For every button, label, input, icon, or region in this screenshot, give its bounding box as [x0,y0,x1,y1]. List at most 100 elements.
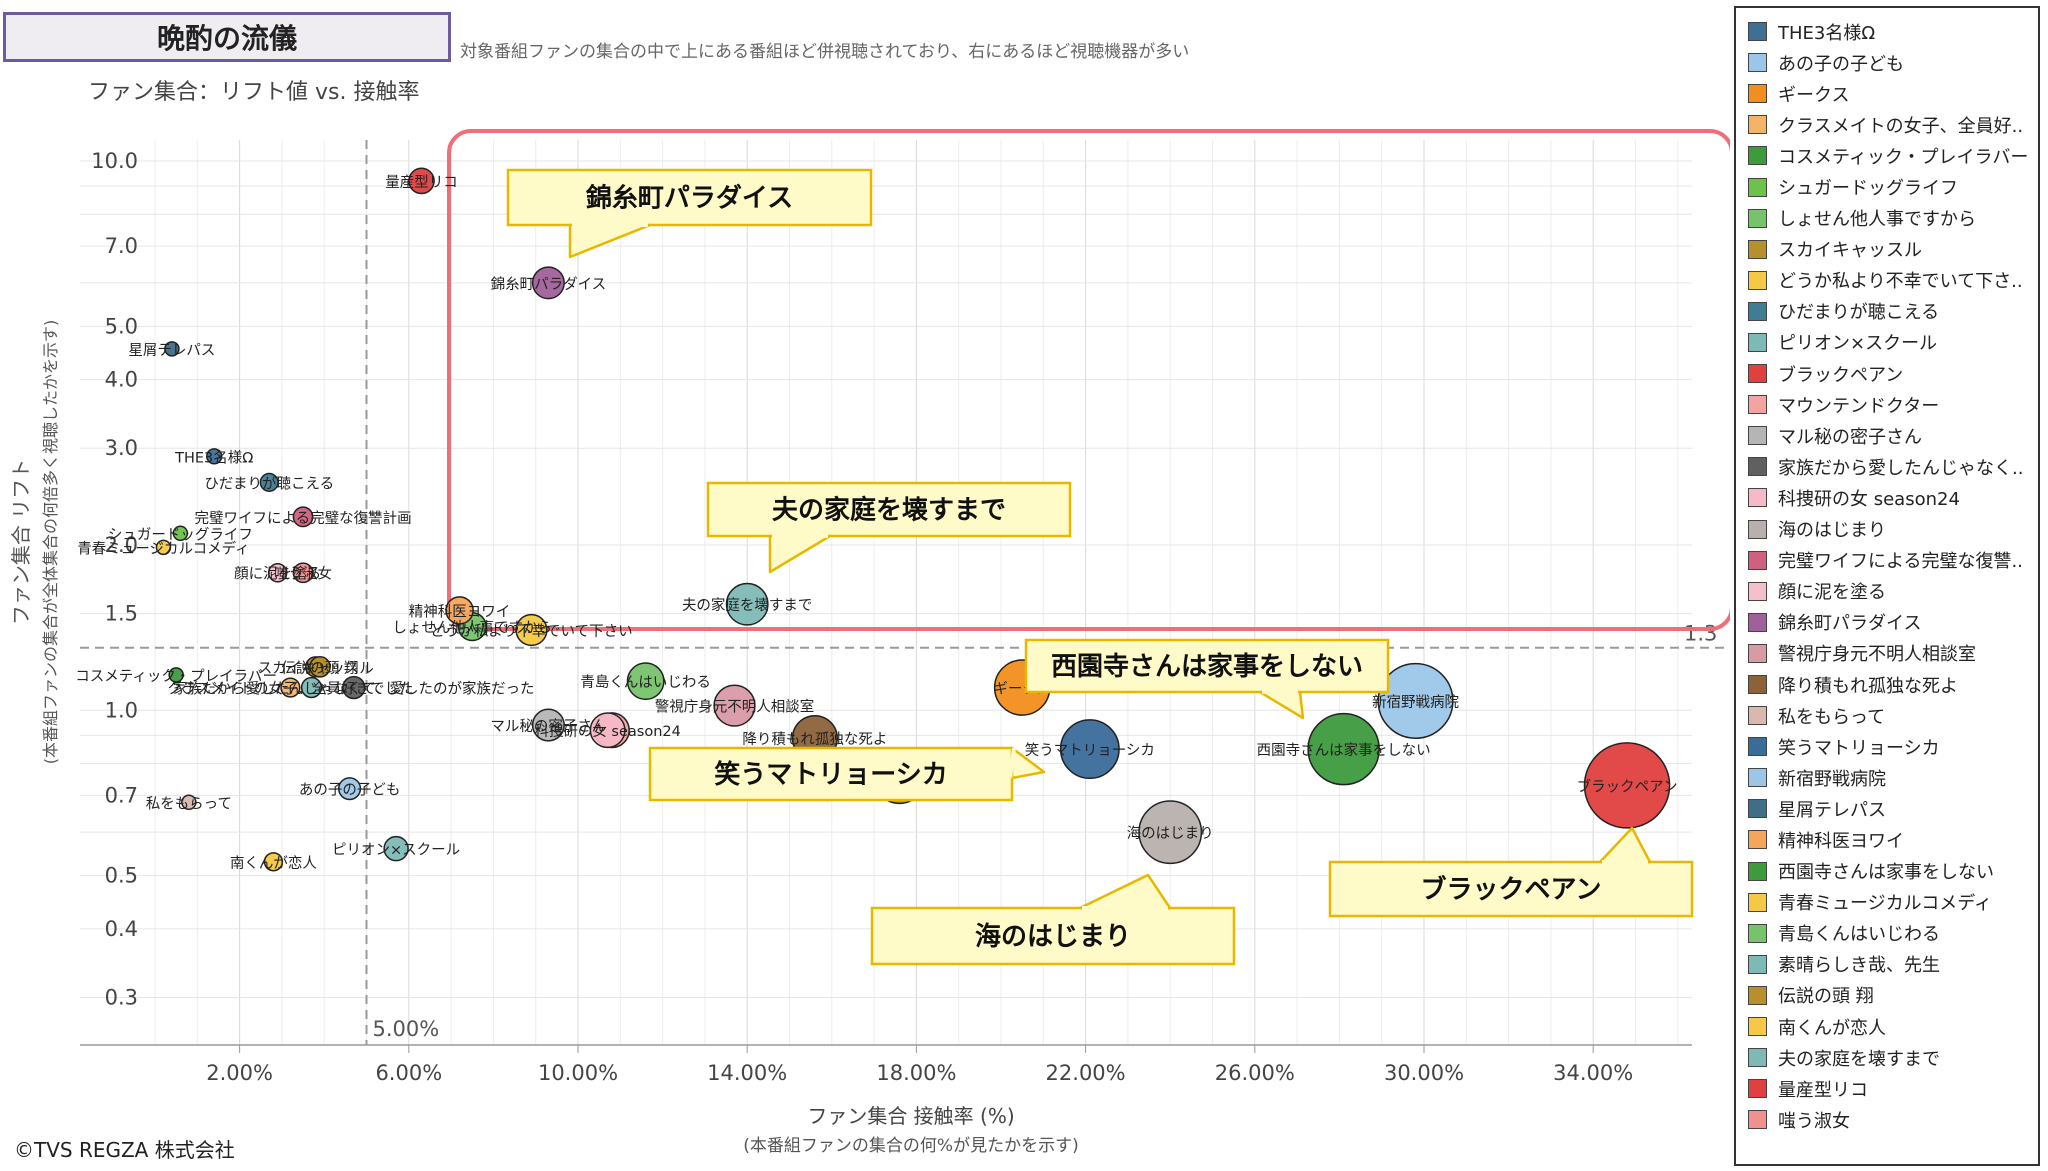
point-label: 新宿野戦病院 [1372,694,1459,711]
point-label: しょせん他人事ですから [393,620,553,637]
copyright-notice: ©TVS REGZA 株式会社 [14,1138,235,1162]
data-point[interactable] [626,662,665,701]
legend-item[interactable]: 星屑テレパス [1736,793,2038,824]
legend-item[interactable]: 私をもらって [1736,700,2038,731]
data-point[interactable] [172,525,189,542]
legend-item[interactable]: 笑うマトリョーシカ [1736,731,2038,762]
callouts-layer: 錦糸町パラダイス夫の家庭を壊すまで西園寺さんは家事をしない笑うマトリョーシカ海の… [506,168,1694,966]
legend-item[interactable]: 顔に泥を塗る [1736,576,2038,607]
data-point[interactable] [338,777,362,801]
callout-tail [1078,873,1172,910]
legend-item[interactable]: あの子の子ども [1736,47,2038,78]
legend-item[interactable]: 青春ミュージカルコメディ [1736,887,2038,918]
legend-item[interactable]: ピリオン×スクール [1736,327,2038,358]
data-point[interactable] [531,708,565,742]
data-point[interactable] [164,341,180,357]
data-point[interactable] [383,835,409,862]
legend-item[interactable]: ギークス [1736,78,2038,109]
legend-item[interactable]: マウンテンドクター [1736,389,2038,420]
legend-label: コスメティック・プレイラバー [1778,146,2029,168]
legend-swatch [1748,954,1767,974]
callout-black: ブラックペアン [1328,826,1694,918]
legend-item[interactable]: ひだまりが聴こえる [1736,296,2038,327]
legend-label: 量産型リコ [1778,1079,1868,1101]
legend-item[interactable]: 西園寺さんは家事をしない [1736,856,2038,887]
data-point[interactable] [259,472,279,492]
legend-item[interactable]: 完璧ワイフによる完璧な復讐.. [1736,545,2038,576]
legend-item[interactable]: 家族だから愛したんじゃなく.. [1736,451,2038,482]
y-tick-label: 3.0 [105,436,138,460]
callout-text: 夫の家庭を壊すまで [772,495,1006,526]
y-axis-subtitle: (本番組ファンの集合が全体集合の何倍多く視聴したかを示す) [41,320,60,765]
data-point[interactable] [1307,712,1380,786]
legend-item[interactable]: 降り積もれ孤独な死よ [1736,669,2038,700]
point-label: ピリオン×スクール [332,842,460,859]
point-label: 夫の家庭を壊すまで [682,597,813,614]
legend-label: マル秘の密子さん [1778,426,1922,448]
data-point[interactable] [445,596,474,625]
legend-item[interactable]: ブラックペアン [1736,358,2038,389]
callout-text: ブラックペアン [1421,874,1602,905]
data-point[interactable] [300,676,323,699]
data-point[interactable] [309,655,331,678]
legend-item[interactable]: 警視庁身元不明人相談室 [1736,638,2038,669]
data-point[interactable] [342,675,366,700]
legend-item[interactable]: マル秘の密子さん [1736,420,2038,451]
data-point[interactable] [713,684,756,727]
legend-swatch [1748,301,1767,321]
data-point[interactable] [292,506,314,528]
legend-label: スカイキャッスル [1778,240,1922,262]
data-point[interactable] [155,539,172,556]
legend-item[interactable]: 伝説の頭 翔 [1736,980,2038,1011]
legend-swatch [1748,115,1767,135]
point-label: クラスメイトの女子、全員好きでした [167,680,413,698]
data-point[interactable] [292,562,314,584]
data-point[interactable] [168,667,184,683]
data-point[interactable] [1059,719,1120,780]
data-point[interactable] [1377,662,1454,739]
legend-item[interactable]: スカイキャッスル [1736,234,2038,265]
legend-swatch [1748,364,1767,384]
data-point[interactable] [408,167,435,195]
x-tick-label: 22.00% [1046,1061,1126,1085]
legend-item[interactable]: コスメティック・プレイラバー [1736,140,2038,171]
legend-item[interactable]: 嗤う淑女 [1736,1104,2038,1135]
legend-item[interactable]: 錦糸町パラダイス [1736,607,2038,638]
data-point[interactable] [267,562,288,583]
legend-item[interactable]: 青島くんはいじわる [1736,918,2038,949]
data-point[interactable] [531,266,565,300]
data-point[interactable] [206,448,223,465]
legend-item[interactable]: 精神科医ヨワイ [1736,824,2038,855]
legend-item[interactable]: 量産型リコ [1736,1073,2038,1104]
legend-label: 顔に泥を塗る [1778,582,1886,604]
y-axis-title: ファン集合 リフト [9,459,33,625]
legend-item[interactable]: 海のはじまり [1736,514,2038,545]
legend-item[interactable]: 科捜研の女 season24 [1736,482,2038,513]
data-point[interactable] [263,852,284,872]
legend-item[interactable]: THE3名様Ω [1736,16,2038,47]
legend-item[interactable]: シュガードッグライフ [1736,171,2038,202]
data-point[interactable] [280,677,301,698]
data-point[interactable] [181,794,197,811]
callout-tail [568,223,652,259]
data-point[interactable] [515,613,548,647]
legend-swatch [1748,457,1767,477]
legend-item[interactable]: どうか私より不幸でいて下さ.. [1736,265,2038,296]
data-point[interactable] [1138,800,1203,865]
data-point[interactable] [589,712,626,749]
legend-item[interactable]: 南くんが恋人 [1736,1011,2038,1042]
legend-item[interactable]: 新宿野戦病院 [1736,762,2038,793]
callout-otto: 夫の家庭を壊すまで [706,481,1072,574]
legend-item[interactable]: クラスメイトの女子、全員好.. [1736,109,2038,140]
data-point[interactable] [1583,742,1671,829]
legend-label: 西園寺さんは家事をしない [1778,862,1994,884]
data-point[interactable] [725,582,769,626]
legend-item[interactable]: しょせん他人事ですから [1736,203,2038,234]
scatter-chart: 5.00% 1.3 2.00% 6.00% 10.00% 14.00% 18.00% 22.… [9,129,1730,1156]
legend-swatch [1748,675,1767,695]
callout-warau: 笑うマトリョーシカ [648,746,1046,802]
legend-item[interactable]: 夫の家庭を壊すまで [1736,1042,2038,1073]
legend-item[interactable]: 素晴らしき哉、先生 [1736,949,2038,980]
legend-swatch [1748,395,1767,415]
callout-kinshicho: 錦糸町パラダイス [506,168,873,259]
